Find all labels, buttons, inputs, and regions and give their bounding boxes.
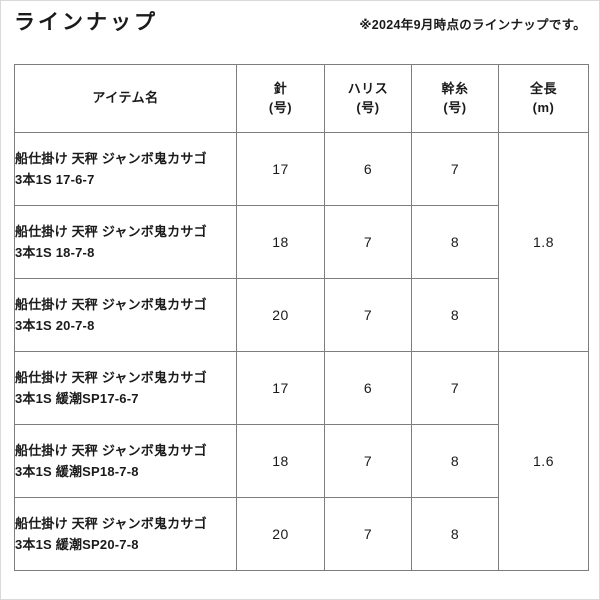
harisu-size-cell: 7 [324,424,412,498]
col-header-label: ハリス [347,80,389,96]
hook-size-cell: 18 [236,424,325,498]
col-header-motoito: 幹糸 (号) [411,64,499,133]
col-header-unit: (号) [443,99,467,115]
table-header: アイテム名 針 (号) ハリス (号) 幹糸 (号) 全長 (m) [14,64,589,133]
col-header-label: アイテム名 [92,90,159,106]
item-name-line2: 3本1S 緩潮SP18-7-8 [15,464,139,479]
table-row: 船仕掛け 天秤 ジャンボ鬼カサゴ 3本1S 18-7-8 18 7 8 [14,205,589,279]
col-header-length: 全長 (m) [498,64,589,133]
col-header-hook: 針 (号) [236,64,325,133]
table-row: 船仕掛け 天秤 ジャンボ鬼カサゴ 3本1S 緩潮SP18-7-8 18 7 8 [14,424,589,498]
item-name-cell: 船仕掛け 天秤 ジャンボ鬼カサゴ 3本1S 17-6-7 [14,132,237,206]
harisu-size-cell: 7 [324,205,412,279]
motoito-size-cell: 8 [411,424,499,498]
item-name-line1: 船仕掛け 天秤 ジャンボ鬼カサゴ [15,296,207,312]
table-row: 船仕掛け 天秤 ジャンボ鬼カサゴ 3本1S 17-6-7 17 6 7 1.8 [14,132,589,352]
col-header-label: 針 [273,80,288,96]
item-name-line2: 3本1S 緩潮SP20-7-8 [15,537,139,552]
item-name-cell: 船仕掛け 天秤 ジャンボ鬼カサゴ 3本1S 緩潮SP18-7-8 [14,424,237,498]
lineup-table: アイテム名 針 (号) ハリス (号) 幹糸 (号) 全長 (m) [14,64,589,571]
item-name-line1: 船仕掛け 天秤 ジャンボ鬼カサゴ [15,223,207,239]
motoito-size-cell: 8 [411,205,499,279]
motoito-size-cell: 7 [411,132,499,206]
hook-size-cell: 20 [236,278,325,352]
col-header-label: 全長 [529,80,557,96]
item-name-line2: 3本1S 17-6-7 [15,172,95,187]
item-name-cell: 船仕掛け 天秤 ジャンボ鬼カサゴ 3本1S 20-7-8 [14,278,237,352]
hook-size-cell: 18 [236,205,325,279]
hook-size-cell: 17 [236,132,325,206]
harisu-size-cell: 6 [324,351,412,425]
motoito-size-cell: 8 [411,278,499,352]
item-name-line2: 3本1S 18-7-8 [15,245,95,260]
motoito-size-cell: 7 [411,351,499,425]
motoito-size-cell: 8 [411,497,499,571]
col-header-unit: (号) [356,99,380,115]
item-name-cell: 船仕掛け 天秤 ジャンボ鬼カサゴ 3本1S 緩潮SP20-7-8 [14,497,237,571]
hook-size-cell: 20 [236,497,325,571]
col-header-item-name: アイテム名 [14,64,237,133]
col-header-label: 幹糸 [441,80,469,96]
harisu-size-cell: 7 [324,497,412,571]
top-bar: ラインナップ ※2024年9月時点のラインナップです。 [1,1,599,35]
col-header-unit: (m) [532,99,555,115]
item-name-line1: 船仕掛け 天秤 ジャンボ鬼カサゴ [15,150,207,166]
header-row: アイテム名 針 (号) ハリス (号) 幹糸 (号) 全長 (m) [14,64,589,133]
col-header-unit: (号) [268,99,293,115]
item-name-cell: 船仕掛け 天秤 ジャンボ鬼カサゴ 3本1S 18-7-8 [14,205,237,279]
item-name-line2: 3本1S 20-7-8 [15,318,95,333]
harisu-size-cell: 7 [324,278,412,352]
col-header-harisu: ハリス (号) [324,64,412,133]
length-merged-cell: 1.8 [498,132,589,352]
lineup-date-note: ※2024年9月時点のラインナップです。 [359,18,586,32]
length-merged-cell: 1.6 [498,351,589,571]
table-row: 船仕掛け 天秤 ジャンボ鬼カサゴ 3本1S 緩潮SP20-7-8 20 7 8 [14,497,589,571]
page-title: ラインナップ [14,11,158,34]
table-row: 船仕掛け 天秤 ジャンボ鬼カサゴ 3本1S 緩潮SP17-6-7 17 6 7 … [14,351,589,571]
item-name-line1: 船仕掛け 天秤 ジャンボ鬼カサゴ [15,515,207,531]
harisu-size-cell: 6 [324,132,412,206]
item-name-line2: 3本1S 緩潮SP17-6-7 [15,391,139,406]
hook-size-cell: 17 [236,351,325,425]
item-name-line1: 船仕掛け 天秤 ジャンボ鬼カサゴ [15,442,207,458]
item-name-cell: 船仕掛け 天秤 ジャンボ鬼カサゴ 3本1S 緩潮SP17-6-7 [14,351,237,425]
item-name-line1: 船仕掛け 天秤 ジャンボ鬼カサゴ [15,369,207,385]
table-body: 船仕掛け 天秤 ジャンボ鬼カサゴ 3本1S 17-6-7 17 6 7 1.8 … [14,132,589,571]
